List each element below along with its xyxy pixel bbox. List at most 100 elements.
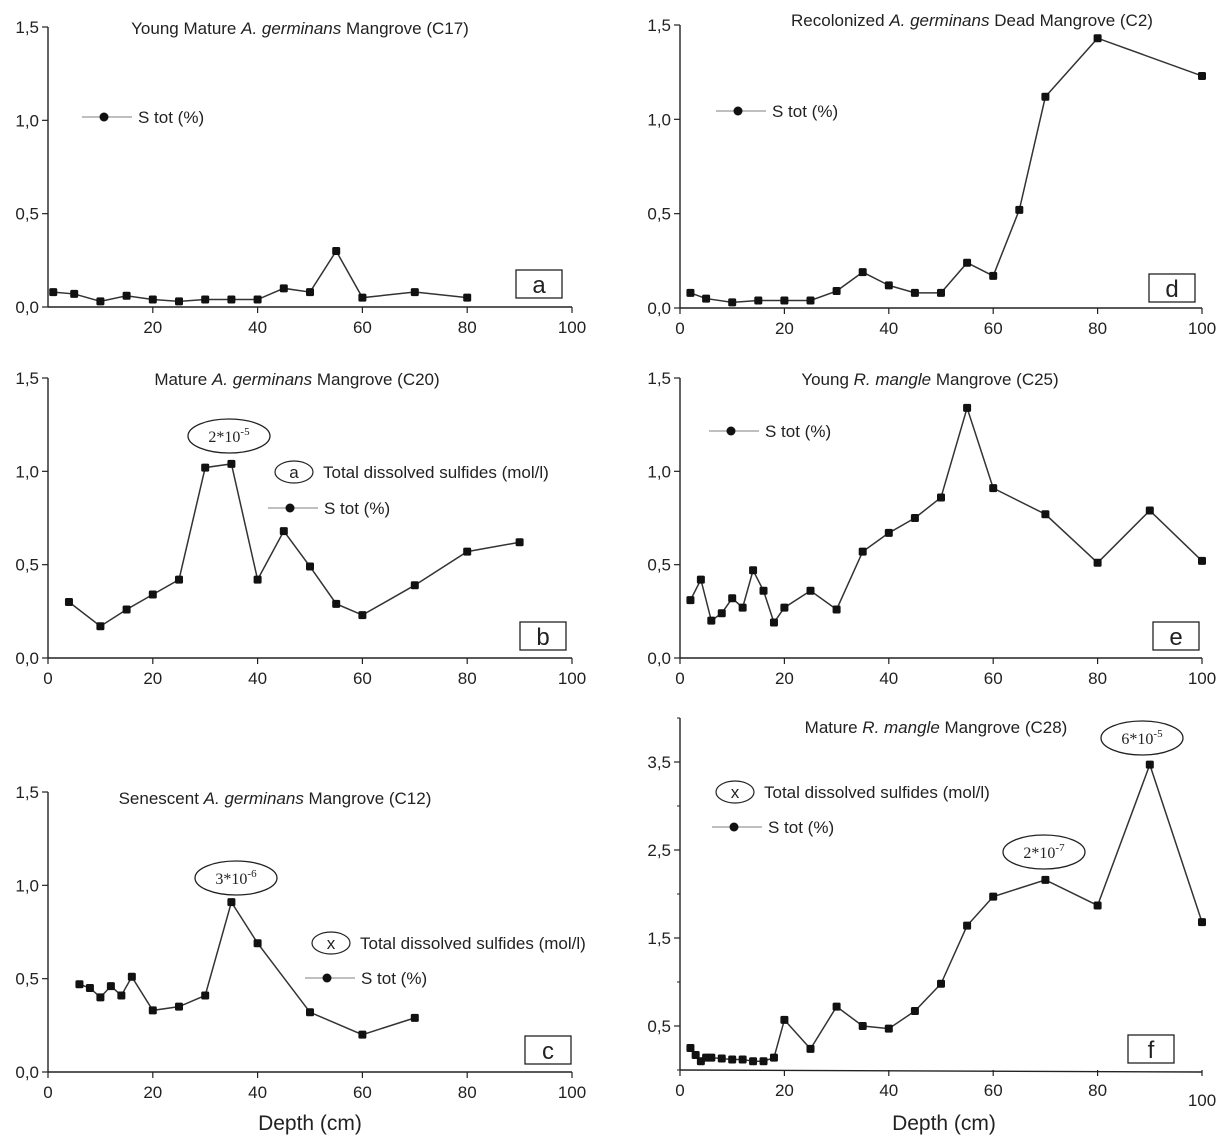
x-tick-label: 0 xyxy=(675,1081,684,1100)
legend-ellipse xyxy=(274,460,314,484)
data-point xyxy=(728,298,737,307)
data-point xyxy=(759,586,768,595)
legend-dot xyxy=(322,973,332,983)
annotation-exponent: -7 xyxy=(1055,842,1065,854)
data-point xyxy=(1041,510,1050,519)
legend-label: S tot (%) xyxy=(772,102,838,121)
annotation-exponent: -5 xyxy=(1153,728,1163,740)
data-point xyxy=(858,547,867,556)
annotation-ellipse xyxy=(1002,834,1086,870)
panel-letter: d xyxy=(1165,276,1178,303)
panel-letter: e xyxy=(1169,624,1182,651)
legend-item: S tot (%) xyxy=(268,499,390,518)
data-point xyxy=(122,605,131,614)
panel-letter-box xyxy=(1127,1034,1175,1064)
data-point xyxy=(175,1002,183,1011)
x-tick-label: 80 xyxy=(458,1083,477,1102)
chart-title-part: Recolonized xyxy=(791,11,889,30)
data-point xyxy=(717,609,726,618)
data-point xyxy=(832,1002,841,1011)
x-tick-label: 80 xyxy=(1088,319,1107,338)
y-tick-label: 0,5 xyxy=(647,1017,671,1036)
y-tick-label: 1,0 xyxy=(15,462,39,481)
data-point xyxy=(515,538,524,547)
data-point xyxy=(175,575,183,584)
chart-title-part: Dead Mangrove (C2) xyxy=(989,11,1152,30)
series-line xyxy=(53,249,468,303)
data-point xyxy=(96,297,105,306)
y-tick-label: 0,0 xyxy=(15,1063,39,1082)
sulfide-annotation: 3*10-6 xyxy=(194,860,278,896)
y-tick-label: 1,0 xyxy=(647,462,671,481)
panel-letter-box xyxy=(519,621,567,651)
x-tick-label: 0 xyxy=(43,669,52,688)
data-point xyxy=(410,288,419,297)
chart-title-part: Mangrove (C12) xyxy=(304,789,432,808)
panel-letter-box xyxy=(1152,621,1200,651)
y-tick-label: 0,5 xyxy=(15,556,39,575)
data-point xyxy=(707,1053,716,1062)
chart-title: Young Mature A. germinans Mangrove (C17) xyxy=(131,19,469,38)
data-point xyxy=(769,618,778,627)
annotation-exponent: -5 xyxy=(240,426,250,438)
x-tick-label: 100 xyxy=(1188,669,1216,688)
data-point xyxy=(686,288,695,297)
panel-letter: a xyxy=(532,272,546,299)
data-point xyxy=(1015,205,1024,214)
y-tick-label: 0,0 xyxy=(647,649,671,668)
chart-title-part: Senescent xyxy=(119,789,204,808)
data-point xyxy=(253,295,262,304)
data-point xyxy=(832,605,841,614)
data-point xyxy=(989,484,998,493)
y-tick-label: 2,5 xyxy=(647,841,671,860)
data-point xyxy=(1198,556,1206,565)
data-point xyxy=(738,603,747,612)
legend-item: a Total dissolved sulfides (mol/l) xyxy=(274,460,549,484)
data-point xyxy=(686,596,695,605)
legend-label: S tot (%) xyxy=(768,818,834,837)
y-tick-label: 0,5 xyxy=(647,205,671,224)
x-tick-label: 100 xyxy=(1188,1091,1216,1110)
data-point xyxy=(780,603,789,612)
panel-letter: b xyxy=(536,624,549,651)
data-point xyxy=(858,1022,867,1030)
chart-title-part: A. germinans xyxy=(203,789,305,808)
panel-letter-box xyxy=(515,269,563,299)
data-point xyxy=(253,575,262,584)
chart-panel-b: 0,0 0,5 1,0 1,5 0 20 40 60 80 100 Mature A. germin… xyxy=(15,369,586,688)
x-tick-label: 80 xyxy=(458,669,477,688)
data-point xyxy=(707,616,716,625)
data-point xyxy=(410,1013,419,1022)
annotation-text: 6*10-5 xyxy=(1121,728,1163,748)
x-tick-label: 60 xyxy=(984,1081,1003,1100)
legend-symbol: x xyxy=(731,783,740,802)
series-line xyxy=(689,762,1203,1063)
x-tick-label: 20 xyxy=(775,669,794,688)
annotation-text: 2*10-7 xyxy=(1023,842,1065,862)
data-point xyxy=(989,271,998,280)
annotation-mantissa: 2*10 xyxy=(208,429,240,446)
chart-panel-f: 0,5 1,5 2,5 3,5 0 20 40 60 80 100 Mature R. mangle… xyxy=(647,717,1216,1135)
data-point xyxy=(253,939,262,948)
legend-item: S tot (%) xyxy=(716,102,838,121)
data-point xyxy=(884,281,893,290)
data-point xyxy=(1145,760,1154,769)
x-tick-label: 80 xyxy=(1088,669,1107,688)
chart-title-part: Mangrove (C17) xyxy=(341,19,469,38)
data-point xyxy=(332,247,341,255)
y-tick-label: 1,5 xyxy=(647,369,671,388)
annotation-ellipse xyxy=(187,418,271,454)
x-tick-label: 40 xyxy=(879,669,898,688)
x-tick-label: 80 xyxy=(1088,1081,1107,1100)
y-tick-label: 0,0 xyxy=(647,299,671,318)
chart-title: Young R. mangle Mangrove (C25) xyxy=(801,370,1058,389)
x-tick-label: 80 xyxy=(458,318,477,337)
legend-item: S tot (%) xyxy=(709,422,831,441)
y-tick-label: 1,5 xyxy=(15,18,39,37)
data-point xyxy=(910,288,919,297)
data-point xyxy=(702,294,711,303)
annotation-mantissa: 2*10 xyxy=(1023,845,1055,862)
data-point xyxy=(759,1057,768,1066)
data-point xyxy=(937,288,945,297)
